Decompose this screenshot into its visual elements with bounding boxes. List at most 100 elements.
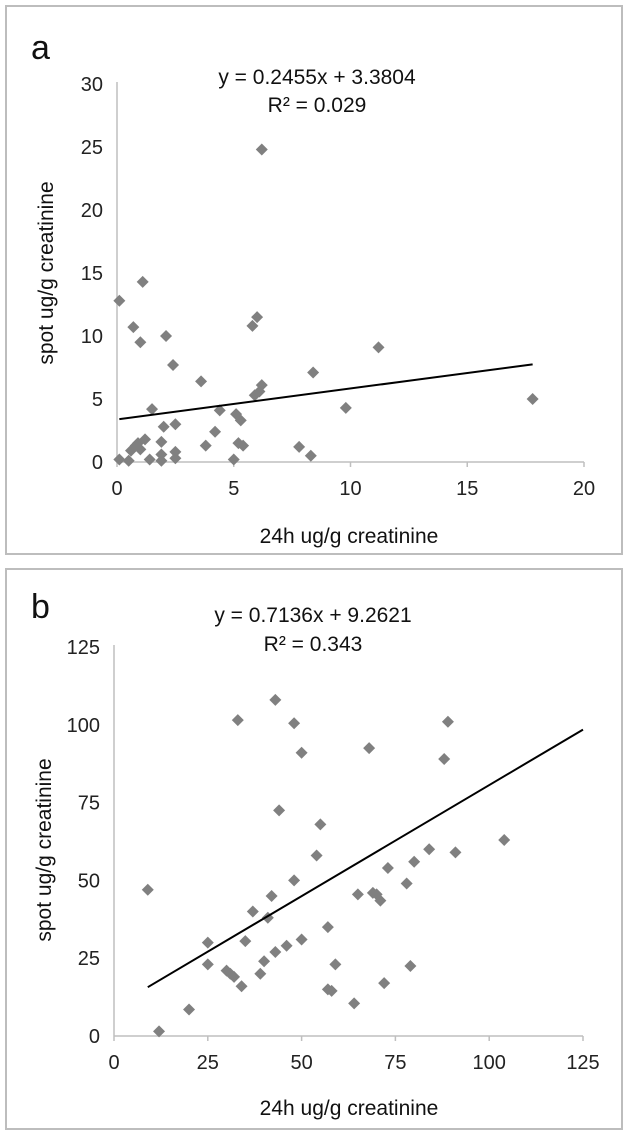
data-point xyxy=(235,980,248,993)
scatter-chart-b: b y = 0.7136x + 9.2621 R² = 0.343 0 25 50 75 10… xyxy=(31,588,600,1120)
data-point xyxy=(325,984,338,997)
data-point xyxy=(167,358,180,371)
y-tick-label: 100 xyxy=(67,715,100,737)
x-tick-label: 75 xyxy=(384,1052,406,1074)
data-point xyxy=(199,439,212,452)
data-point xyxy=(113,294,126,307)
data-point xyxy=(139,433,152,446)
data-point xyxy=(201,936,214,949)
trendline xyxy=(119,363,533,421)
x-tick-label: 25 xyxy=(197,1052,219,1074)
data-point xyxy=(255,143,268,156)
x-tick-label: 15 xyxy=(456,478,478,500)
data-point xyxy=(239,935,252,948)
data-point xyxy=(227,453,240,466)
data-point xyxy=(136,275,149,288)
data-point xyxy=(141,883,154,896)
data-point xyxy=(280,939,293,952)
data-point xyxy=(498,833,511,846)
trendline-equation: y = 0.2455x + 3.3804 xyxy=(218,66,416,89)
data-point xyxy=(269,693,282,706)
trendline xyxy=(147,728,584,989)
data-point xyxy=(234,414,247,427)
y-tick-label: 0 xyxy=(92,452,103,474)
y-tick-label: 25 xyxy=(78,948,100,970)
data-point xyxy=(169,445,182,458)
data-point xyxy=(378,977,391,990)
trendline-equation: y = 0.7136x + 9.2621 xyxy=(214,604,411,627)
data-point xyxy=(310,849,323,862)
data-point xyxy=(363,742,376,755)
data-point xyxy=(231,714,244,727)
y-tick-label: 25 xyxy=(81,137,103,159)
x-tick-label: 50 xyxy=(290,1052,312,1074)
data-point xyxy=(441,715,454,728)
data-point xyxy=(122,454,135,467)
data-point xyxy=(339,401,352,414)
data-point xyxy=(449,846,462,859)
data-point xyxy=(251,311,264,324)
y-tick-label: 10 xyxy=(81,326,103,348)
y-tick-label: 125 xyxy=(67,637,100,659)
r-squared-label: R² = 0.343 xyxy=(264,633,363,656)
data-point xyxy=(254,967,267,980)
panel-letter: a xyxy=(31,29,50,67)
data-point xyxy=(381,861,394,874)
data-point xyxy=(265,889,278,902)
data-point xyxy=(295,933,308,946)
data-point xyxy=(248,389,261,402)
data-point xyxy=(169,452,182,465)
data-point xyxy=(127,321,140,334)
data-point xyxy=(351,888,364,901)
x-tick-label: 10 xyxy=(339,478,361,500)
panel-a: a y = 0.2455x + 3.3804 R² = 0.029 0 5 10 15 20 0… xyxy=(5,5,623,555)
y-tick-label: 30 xyxy=(81,74,103,96)
x-tick-label: 100 xyxy=(473,1052,506,1074)
data-point xyxy=(157,420,170,433)
panel-letter: b xyxy=(31,588,50,626)
x-axis-label: 24h ug/g creatinine xyxy=(260,525,439,548)
data-point xyxy=(160,330,173,342)
data-point xyxy=(134,336,147,349)
data-point xyxy=(372,341,385,354)
data-point xyxy=(213,404,226,417)
data-point xyxy=(201,958,214,971)
data-point xyxy=(329,958,342,971)
data-point xyxy=(155,448,168,461)
data-point xyxy=(288,717,301,730)
data-point xyxy=(438,753,451,766)
data-point xyxy=(246,905,259,918)
data-point xyxy=(348,997,361,1010)
y-tick-label: 75 xyxy=(78,793,100,815)
y-tick-label: 5 xyxy=(92,389,103,411)
data-point xyxy=(146,403,159,416)
data-point xyxy=(134,443,147,456)
data-point xyxy=(183,1003,196,1016)
data-point xyxy=(269,945,282,958)
data-point xyxy=(307,366,320,379)
data-point xyxy=(113,453,126,466)
scatter-chart-a: a y = 0.2455x + 3.3804 R² = 0.029 0 5 10 15 20 0… xyxy=(31,29,595,548)
data-point xyxy=(155,454,168,467)
data-point xyxy=(400,877,413,890)
data-point xyxy=(423,843,436,856)
x-tick-label: 125 xyxy=(566,1052,599,1074)
data-point xyxy=(273,804,286,817)
y-axis-label: spot ug/g creatinine xyxy=(35,181,58,364)
data-point xyxy=(246,319,259,332)
y-tick-label: 50 xyxy=(78,870,100,892)
data-point xyxy=(195,375,208,388)
data-point xyxy=(314,818,327,831)
x-axis-label: 24h ug/g creatinine xyxy=(260,1097,439,1120)
data-point xyxy=(288,874,301,887)
panel-b: b y = 0.7136x + 9.2621 R² = 0.343 0 25 50 75 10… xyxy=(5,568,623,1130)
data-point xyxy=(408,855,421,868)
r-squared-label: R² = 0.029 xyxy=(268,94,367,117)
data-point xyxy=(258,955,271,968)
x-tick-label: 0 xyxy=(111,478,122,500)
y-tick-label: 0 xyxy=(89,1026,100,1048)
y-axis-label: spot ug/g creatinine xyxy=(33,758,56,941)
data-point xyxy=(295,746,308,759)
y-tick-label: 20 xyxy=(81,200,103,222)
data-point xyxy=(169,418,182,431)
